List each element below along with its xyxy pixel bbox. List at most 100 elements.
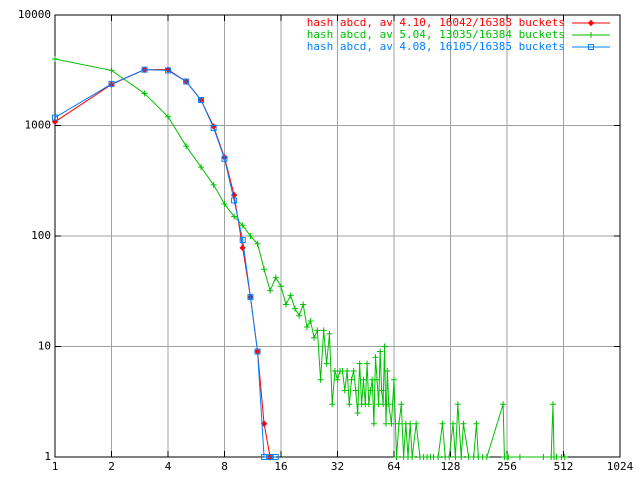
marker bbox=[210, 124, 217, 131]
marker bbox=[52, 55, 58, 62]
marker bbox=[346, 401, 353, 408]
marker bbox=[247, 233, 254, 239]
marker bbox=[317, 376, 324, 383]
marker bbox=[561, 454, 568, 460]
marker bbox=[239, 222, 246, 229]
marker bbox=[231, 213, 238, 220]
marker bbox=[372, 354, 379, 361]
marker bbox=[407, 420, 414, 427]
marker bbox=[165, 113, 171, 120]
legend-label: hash abcd, av 5.04, 13035/16384 buckets bbox=[307, 28, 565, 41]
marker bbox=[307, 318, 314, 325]
marker bbox=[320, 327, 327, 334]
x-tick-label: 128 bbox=[441, 460, 461, 473]
marker bbox=[165, 67, 171, 74]
x-tick-label: 64 bbox=[387, 460, 401, 473]
marker bbox=[454, 401, 461, 408]
marker bbox=[344, 368, 351, 375]
marker bbox=[381, 343, 388, 350]
marker bbox=[303, 324, 310, 331]
marker bbox=[354, 410, 361, 417]
marker bbox=[348, 376, 355, 383]
marker bbox=[588, 32, 594, 38]
marker bbox=[198, 97, 205, 104]
marker bbox=[452, 454, 459, 460]
y-tick-label: 10 bbox=[38, 340, 51, 353]
marker bbox=[500, 401, 507, 408]
marker bbox=[314, 327, 321, 334]
marker bbox=[141, 66, 148, 73]
marker bbox=[450, 420, 457, 427]
series-line bbox=[54, 58, 565, 458]
marker bbox=[231, 197, 238, 204]
marker bbox=[292, 305, 299, 312]
marker bbox=[261, 266, 268, 273]
marker bbox=[183, 78, 190, 85]
marker bbox=[473, 420, 480, 427]
marker bbox=[341, 387, 348, 394]
y-tick-label: 10000 bbox=[18, 8, 51, 21]
marker bbox=[435, 454, 442, 460]
marker bbox=[388, 420, 395, 427]
marker bbox=[413, 420, 420, 427]
marker bbox=[374, 376, 381, 383]
marker bbox=[329, 401, 336, 408]
series-line bbox=[54, 69, 276, 458]
marker bbox=[323, 360, 330, 367]
marker bbox=[183, 143, 190, 150]
marker bbox=[384, 368, 391, 375]
marker bbox=[516, 454, 523, 460]
marker bbox=[553, 454, 560, 460]
marker bbox=[108, 67, 115, 74]
y-tick-label: 100 bbox=[31, 229, 51, 242]
marker bbox=[278, 283, 284, 290]
marker bbox=[505, 454, 512, 460]
marker bbox=[221, 200, 228, 207]
x-tick-label: 1 bbox=[52, 460, 59, 473]
x-tick-label: 512 bbox=[554, 460, 574, 473]
x-tick-label: 1024 bbox=[607, 460, 634, 473]
marker bbox=[367, 387, 374, 394]
x-tick-label: 2 bbox=[108, 460, 115, 473]
marker bbox=[378, 387, 385, 394]
marker bbox=[540, 454, 547, 460]
legend-label: hash abcd, av 4.08, 16105/16385 buckets bbox=[307, 40, 565, 53]
marker bbox=[210, 181, 217, 188]
marker bbox=[331, 368, 338, 375]
marker bbox=[377, 348, 384, 355]
marker bbox=[326, 330, 333, 337]
marker bbox=[588, 44, 594, 50]
marker bbox=[267, 454, 274, 460]
marker bbox=[393, 454, 400, 460]
marker bbox=[254, 348, 261, 355]
plot-border bbox=[54, 14, 621, 458]
marker bbox=[439, 420, 446, 427]
marker bbox=[398, 401, 405, 408]
marker bbox=[360, 376, 367, 383]
marker bbox=[409, 454, 416, 460]
marker bbox=[239, 237, 246, 244]
marker bbox=[108, 80, 115, 87]
marker bbox=[380, 401, 387, 408]
marker bbox=[352, 387, 359, 394]
marker bbox=[483, 454, 490, 460]
x-tick-label: 8 bbox=[221, 460, 228, 473]
marker bbox=[311, 334, 318, 341]
x-tick-label: 16 bbox=[274, 460, 287, 473]
marker bbox=[549, 401, 556, 408]
marker bbox=[52, 114, 58, 121]
marker bbox=[272, 274, 279, 281]
marker bbox=[382, 420, 389, 427]
marker bbox=[300, 301, 307, 308]
marker bbox=[141, 90, 148, 97]
marker bbox=[446, 454, 453, 460]
marker bbox=[282, 301, 289, 308]
marker bbox=[356, 360, 363, 367]
marker bbox=[272, 454, 279, 460]
marker bbox=[254, 240, 261, 247]
x-tick-label: 4 bbox=[165, 460, 172, 473]
marker bbox=[395, 420, 402, 427]
marker bbox=[287, 292, 294, 299]
marker bbox=[350, 368, 357, 375]
marker bbox=[587, 19, 595, 27]
